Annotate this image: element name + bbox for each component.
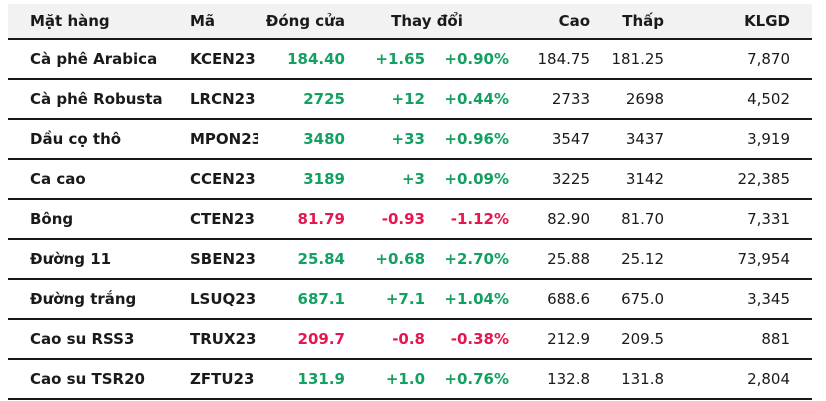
commodity-name: Dầu cọ thô xyxy=(8,119,190,160)
low-price: 2698 xyxy=(590,79,665,120)
change-percent: +0.09% xyxy=(425,159,510,200)
volume-value: 3,919 xyxy=(664,119,813,160)
volume-value: 3,345 xyxy=(664,279,813,320)
change-absolute: +33 xyxy=(345,119,425,160)
table-row: Cà phê Arabica KCEN23 184.40 +1.65 +0.90… xyxy=(8,39,813,80)
table-row: Đường trắng LSUQ23 687.1 +7.1 +1.04% 688… xyxy=(8,279,813,320)
contract-code: LSUQ23 xyxy=(190,279,258,320)
change-absolute: +1.65 xyxy=(345,39,425,80)
change-percent: +2.70% xyxy=(425,239,510,280)
close-price: 687.1 xyxy=(258,279,345,320)
header-high: Cao xyxy=(509,4,591,40)
change-percent: +1.04% xyxy=(425,279,510,320)
contract-code: CCEN23 xyxy=(190,159,258,200)
change-percent: +0.90% xyxy=(425,39,510,80)
high-price: 688.6 xyxy=(509,279,591,320)
volume-value: 4,502 xyxy=(664,79,813,120)
low-price: 675.0 xyxy=(590,279,665,320)
close-price: 25.84 xyxy=(258,239,345,280)
table-row: Cà phê Robusta LRCN23 2725 +12 +0.44% 27… xyxy=(8,79,813,120)
low-price: 25.12 xyxy=(590,239,665,280)
table-row: Cao su RSS3 TRUX23 209.7 -0.8 -0.38% 212… xyxy=(8,319,813,360)
close-price: 3189 xyxy=(258,159,345,200)
commodity-name: Đường 11 xyxy=(8,239,190,280)
header-close: Đóng cửa xyxy=(258,4,345,40)
close-price: 184.40 xyxy=(258,39,345,80)
commodity-name: Ca cao xyxy=(8,159,190,200)
close-price: 81.79 xyxy=(258,199,345,240)
table-row: Ca cao CCEN23 3189 +3 +0.09% 3225 3142 2… xyxy=(8,159,813,200)
table-row: Cao su TSR20 ZFTU23 131.9 +1.0 +0.76% 13… xyxy=(8,359,813,400)
volume-value: 881 xyxy=(664,319,813,360)
header-code: Mã xyxy=(190,4,258,40)
change-percent: +0.96% xyxy=(425,119,510,160)
table-row: Đường 11 SBEN23 25.84 +0.68 +2.70% 25.88… xyxy=(8,239,813,280)
low-price: 81.70 xyxy=(590,199,665,240)
contract-code: ZFTU23 xyxy=(190,359,258,400)
header-low: Thấp xyxy=(590,4,665,40)
close-price: 131.9 xyxy=(258,359,345,400)
high-price: 25.88 xyxy=(509,239,591,280)
high-price: 2733 xyxy=(509,79,591,120)
change-absolute: -0.8 xyxy=(345,319,425,360)
contract-code: SBEN23 xyxy=(190,239,258,280)
high-price: 184.75 xyxy=(509,39,591,80)
table-header-row: Mặt hàng Mã Đóng cửa Thay đổi Cao Thấp K… xyxy=(8,4,813,40)
change-percent: +0.44% xyxy=(425,79,510,120)
low-price: 3437 xyxy=(590,119,665,160)
high-price: 3547 xyxy=(509,119,591,160)
change-absolute: +0.68 xyxy=(345,239,425,280)
volume-value: 7,870 xyxy=(664,39,813,80)
change-absolute: +12 xyxy=(345,79,425,120)
contract-code: CTEN23 xyxy=(190,199,258,240)
close-price: 3480 xyxy=(258,119,345,160)
commodity-name: Bông xyxy=(8,199,190,240)
price-table: Mặt hàng Mã Đóng cửa Thay đổi Cao Thấp K… xyxy=(8,4,813,400)
table-body: Cà phê Arabica KCEN23 184.40 +1.65 +0.90… xyxy=(8,39,813,400)
contract-code: MPON23 xyxy=(190,119,258,160)
change-absolute: +1.0 xyxy=(345,359,425,400)
low-price: 131.8 xyxy=(590,359,665,400)
table-row: Bông CTEN23 81.79 -0.93 -1.12% 82.90 81.… xyxy=(8,199,813,240)
high-price: 132.8 xyxy=(509,359,591,400)
low-price: 181.25 xyxy=(590,39,665,80)
commodity-name: Cao su TSR20 xyxy=(8,359,190,400)
high-price: 3225 xyxy=(509,159,591,200)
volume-value: 7,331 xyxy=(664,199,813,240)
commodity-name: Cao su RSS3 xyxy=(8,319,190,360)
high-price: 212.9 xyxy=(509,319,591,360)
close-price: 209.7 xyxy=(258,319,345,360)
low-price: 3142 xyxy=(590,159,665,200)
change-absolute: +3 xyxy=(345,159,425,200)
change-absolute: -0.93 xyxy=(345,199,425,240)
contract-code: KCEN23 xyxy=(190,39,258,80)
contract-code: TRUX23 xyxy=(190,319,258,360)
table-row: Dầu cọ thô MPON23 3480 +33 +0.96% 3547 3… xyxy=(8,119,813,160)
table-header: Mặt hàng Mã Đóng cửa Thay đổi Cao Thấp K… xyxy=(8,4,813,40)
header-change: Thay đổi xyxy=(345,4,510,40)
header-volume: KLGD xyxy=(664,4,813,40)
high-price: 82.90 xyxy=(509,199,591,240)
header-item: Mặt hàng xyxy=(8,4,190,40)
commodity-name: Cà phê Robusta xyxy=(8,79,190,120)
commodity-name: Đường trắng xyxy=(8,279,190,320)
close-price: 2725 xyxy=(258,79,345,120)
low-price: 209.5 xyxy=(590,319,665,360)
volume-value: 22,385 xyxy=(664,159,813,200)
change-percent: +0.76% xyxy=(425,359,510,400)
volume-value: 73,954 xyxy=(664,239,813,280)
change-absolute: +7.1 xyxy=(345,279,425,320)
contract-code: LRCN23 xyxy=(190,79,258,120)
commodity-name: Cà phê Arabica xyxy=(8,39,190,80)
volume-value: 2,804 xyxy=(664,359,813,400)
change-percent: -0.38% xyxy=(425,319,510,360)
change-percent: -1.12% xyxy=(425,199,510,240)
